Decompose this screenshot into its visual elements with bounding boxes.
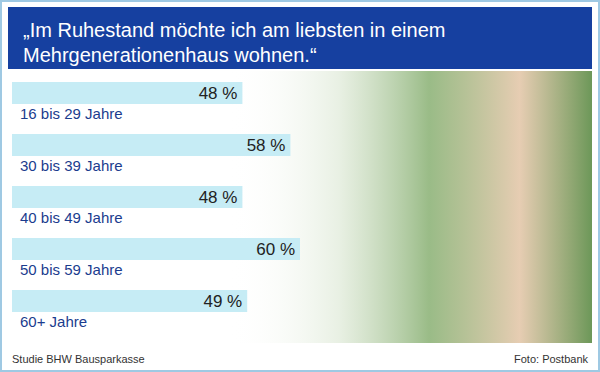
svg-text:16 bis 29 Jahre: 16 bis 29 Jahre — [20, 105, 123, 122]
svg-text:58 %: 58 % — [247, 136, 286, 155]
svg-text:60 %: 60 % — [256, 240, 295, 259]
svg-text:40 bis 49 Jahre: 40 bis 49 Jahre — [20, 209, 123, 226]
svg-text:„Im Ruhestand möchte ich am li: „Im Ruhestand möchte ich am liebsten in … — [23, 19, 451, 41]
svg-text:50 bis 59 Jahre: 50 bis 59 Jahre — [20, 261, 123, 278]
svg-text:49 %: 49 % — [203, 292, 242, 311]
svg-text:48 %: 48 % — [199, 188, 238, 207]
svg-text:Mehrgenerationenhaus wohnen.“: Mehrgenerationenhaus wohnen.“ — [23, 44, 317, 66]
svg-text:48 %: 48 % — [199, 84, 238, 103]
svg-text:Foto: Postbank: Foto: Postbank — [514, 353, 588, 365]
svg-text:30 bis 39 Jahre: 30 bis 39 Jahre — [20, 157, 123, 174]
svg-text:60+ Jahre: 60+ Jahre — [20, 313, 87, 330]
svg-text:Studie BHW Bausparkasse: Studie BHW Bausparkasse — [12, 353, 145, 365]
